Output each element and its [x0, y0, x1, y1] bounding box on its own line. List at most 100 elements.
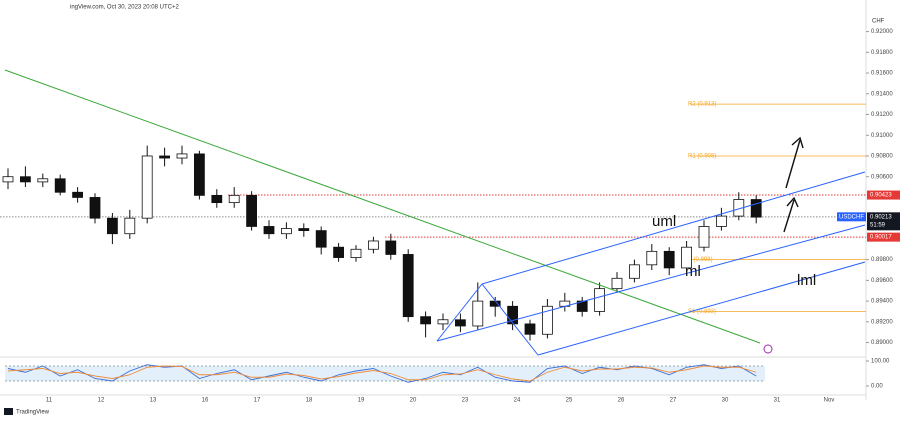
y-tick-label: 0.91000 [871, 133, 893, 139]
candle-body [524, 323, 536, 335]
candle-body [315, 230, 327, 248]
candle-body [576, 300, 588, 312]
candle-body [385, 240, 397, 255]
x-tick-label: 17 [254, 398, 261, 404]
candle-body [437, 319, 449, 325]
y-tick-label: 0.89200 [871, 319, 893, 325]
candle-body [750, 199, 762, 218]
candle-body [193, 153, 205, 196]
candle-body [124, 217, 136, 235]
candle-body [350, 248, 362, 258]
x-tick-label: 25 [566, 398, 573, 404]
header: ingView.com, Oct 30, 2023 20:08 UTC+2 [70, 5, 179, 11]
y-tick-label: 0.91200 [871, 112, 893, 118]
pivot-label: P (0.898) [688, 257, 713, 263]
currency: CHF [872, 19, 885, 25]
arrow [785, 139, 801, 189]
pitchfork-handle [436, 283, 483, 342]
candle-body [72, 191, 83, 198]
y-tick-label: 0.90800 [871, 154, 893, 160]
symbol-label: USDCHF [839, 214, 864, 220]
x-tick-label: 27 [670, 398, 677, 404]
annotation: ml [685, 263, 701, 280]
x-tick-label: 31 [774, 398, 781, 404]
candle-body [716, 215, 727, 227]
candle-body [367, 240, 379, 250]
upper-median-line [481, 171, 866, 285]
arrow [783, 199, 795, 233]
trendline [4, 69, 761, 344]
candle-body [611, 277, 623, 290]
y-tick-label: 0.90600 [871, 174, 893, 180]
annotation: lml [797, 272, 816, 289]
x-tick-label: 26 [618, 398, 625, 404]
candle-body [89, 197, 101, 219]
candle-body [159, 155, 171, 159]
candle-body [228, 194, 240, 204]
pivot-label: R1 (0.908) [688, 154, 716, 160]
y-tick-label: 0.89800 [871, 257, 893, 263]
x-tick-label: 23 [462, 398, 469, 404]
candle-body [698, 226, 710, 248]
candle-body [107, 217, 118, 235]
level-tag [867, 232, 900, 242]
candle-body [472, 300, 484, 327]
candle-body [629, 264, 640, 279]
x-tick-label: 12 [98, 398, 105, 404]
level-label: 0.90423 [870, 193, 892, 199]
y-tick-label: 0.91600 [871, 71, 893, 77]
symbol-tag [837, 212, 866, 222]
last-price-tag [867, 212, 900, 231]
level-label: 0.90017 [870, 235, 892, 241]
y-tick-label: 0.91800 [871, 50, 893, 56]
candle-body [646, 250, 658, 266]
footer: TradingView [16, 410, 50, 416]
last-price-label: 0.90213 [870, 214, 892, 220]
arrow-head [791, 136, 804, 149]
x-tick-label: Nov [824, 398, 835, 404]
y-tick-label: 0.89600 [871, 278, 893, 284]
candle-body [2, 176, 14, 183]
lower-median-line [537, 261, 866, 356]
y-tick-label: 0.91400 [871, 91, 893, 97]
candle-body [681, 246, 692, 269]
x-tick-label: 13 [150, 398, 157, 404]
candle-body [507, 305, 519, 325]
candle-body [263, 226, 275, 235]
median-line [436, 224, 866, 342]
x-tick-label: 18 [306, 398, 313, 404]
marks: 0.92000 0.91800 0.91600 0.91400 0.91200 0.910… [0, 29, 900, 404]
candle-body [19, 176, 31, 183]
x-tick-label: 24 [514, 398, 521, 404]
y-tick-label: 0.92000 [871, 29, 893, 35]
x-tick-label: 30 [722, 398, 729, 404]
candle-body [333, 246, 345, 258]
y-tick-label: 0.89000 [871, 340, 893, 346]
candle-body [280, 228, 292, 235]
countdown: 51:59 [870, 222, 886, 228]
candle-body [402, 254, 414, 318]
candle-body [211, 194, 223, 204]
candle-body [176, 153, 188, 159]
candle-body [246, 194, 258, 227]
annotation: uml [652, 213, 676, 230]
osc-line [7, 365, 757, 382]
event-icon[interactable] [763, 344, 773, 354]
candle-body [298, 228, 310, 232]
x-tick-label: 20 [410, 398, 417, 404]
pivot-label: S1 (0.893) [688, 309, 716, 315]
level-tag [867, 190, 900, 200]
candle-body [663, 250, 675, 269]
x-tick-label: 19 [358, 398, 365, 404]
logo [4, 408, 13, 415]
osc-tick-label: 0.00 [871, 384, 883, 390]
candle-body [594, 288, 605, 312]
pitchfork-handle [481, 283, 539, 356]
y-tick-label: 0.89400 [871, 299, 893, 305]
candle-body [542, 305, 553, 335]
x-tick-label: 16 [202, 398, 209, 404]
candle-body [54, 178, 66, 193]
candle-body [37, 178, 49, 183]
